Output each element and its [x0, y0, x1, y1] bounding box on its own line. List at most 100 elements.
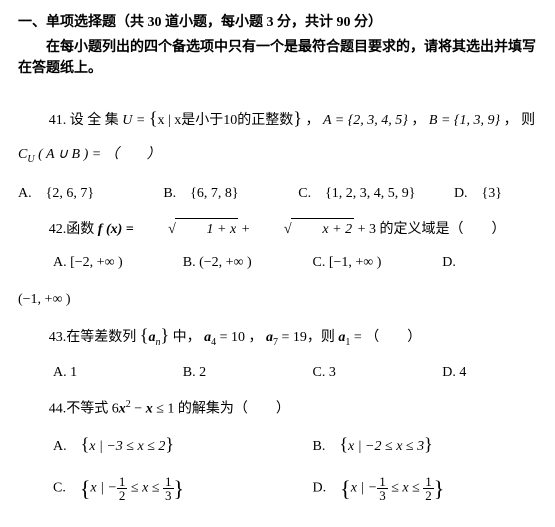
q43-opt-C: C. 3 [278, 358, 408, 387]
q41-C: C [18, 147, 27, 162]
q42-number: 42. [49, 222, 67, 237]
q42-opt-C: C. [−1, +∞ ) [278, 248, 408, 277]
num: 1 [423, 475, 434, 490]
body: x | −3 ≤ [89, 439, 137, 454]
q43-opt-B: B. 2 [148, 358, 278, 387]
q41-U: U = [122, 113, 149, 128]
a7v: a [266, 330, 273, 345]
brace-open: { [339, 434, 348, 454]
q44-options-row2: C. {x | −12 ≤ x ≤ 13} D. {x | −13 ≤ x ≤ … [18, 468, 537, 509]
q43-opt-A: A. 1 [18, 358, 148, 387]
q41-stem-line2: CU ( A ∪ B ) = （ ） [18, 144, 537, 167]
q43-opt-D: D. 4 [407, 358, 537, 387]
section-title: 一、单项选择题（共 30 道小题，每小题 3 分，共计 90 分） [18, 12, 537, 33]
q41-opt-D: D. {3} [454, 179, 537, 208]
body2: ≤ 3 [402, 439, 424, 454]
sep: ， [408, 113, 429, 128]
label: B. [313, 439, 340, 454]
den: 2 [117, 489, 128, 503]
section-instruction: 在每小题列出的四个备选项中只有一个是最符合题目要求的，请将其选出并填写在答题纸上… [18, 37, 537, 79]
sep: ， [302, 113, 323, 128]
brace-open: { [80, 476, 91, 501]
mid: − [131, 401, 146, 416]
q42-opt-A: A. [−2, +∞ ) [18, 248, 148, 277]
label: A. [53, 439, 81, 454]
brace-close: } [160, 325, 169, 345]
question-41: 41. 设 全 集 U = {x | x是小于10的正整数} ， A = {2,… [18, 105, 537, 132]
q43-options: A. 1 B. 2 C. 3 D. 4 [18, 358, 537, 387]
den: 3 [377, 489, 388, 503]
question-42: 42.函数 f (x) = 1 + x + x + 2 + 3 的定义域是（ ）… [18, 218, 537, 277]
q42-rad2: x + 2 [291, 218, 354, 240]
q42-after: + 3 的定义域是（ ） [354, 222, 505, 237]
brace-open: { [149, 108, 158, 128]
q41-Csub: U [27, 154, 34, 165]
den: 2 [423, 489, 434, 503]
a7eq: = 19，则 [278, 330, 338, 345]
pre: x | − [351, 481, 378, 496]
q42-stem: 42.函数 f (x) = 1 + x + x + 2 + 3 的定义域是（ ） [18, 218, 537, 240]
q41-opt-A: A. {2, 6, 7} [18, 179, 163, 208]
sqrt-icon: 1 + x [137, 218, 238, 240]
q42-pre: 函数 [66, 222, 98, 237]
q43-mid1: 中， [169, 330, 204, 345]
mid: ≤ [127, 481, 142, 496]
fraction-icon: 12 [423, 475, 434, 503]
num: 1 [117, 475, 128, 490]
q44-opt-D: D. {x | −13 ≤ x ≤ 12} [278, 468, 538, 509]
fraction-icon: 13 [377, 475, 388, 503]
q41-setbody: x | x是小于10的正整数 [158, 113, 294, 128]
brace-close: } [174, 476, 185, 501]
q41-stem-line1: 41. 设 全 集 U = {x | x是小于10的正整数} ， A = {2,… [18, 105, 537, 132]
body: x | −2 ≤ [348, 439, 396, 454]
question-43: 43.在等差数列 {an} 中， a4 = 10 ， a7 = 19，则 a1 … [18, 322, 537, 387]
question-44: 44.不等式 6x2 − x ≤ 1 的解集为（ ） A. {x | −3 ≤ … [18, 397, 537, 510]
xv2: x [146, 401, 153, 416]
sqrt-icon: x + 2 [253, 218, 354, 240]
q43-number: 43. [49, 330, 67, 345]
brace-open: { [340, 476, 351, 501]
q41-opt-B: B. {6, 7, 8} [163, 179, 298, 208]
a4eq: = 10 ， [216, 330, 266, 345]
pre: x | − [90, 481, 117, 496]
q43-pre: 在等差数列 [66, 330, 140, 345]
mid2: ≤ [148, 481, 163, 496]
q42-options: A. [−2, +∞ ) B. (−2, +∞ ) C. [−1, +∞ ) D… [18, 248, 537, 277]
plus: + [238, 222, 253, 237]
body2: ≤ 2 [144, 439, 166, 454]
q41-A: A = {2, 3, 4, 5} [323, 113, 408, 128]
a1eq: = （ ） [350, 330, 421, 345]
xv: x [119, 401, 126, 416]
q42-opt-B: B. (−2, +∞ ) [148, 248, 278, 277]
q42-f: f (x) = [98, 222, 137, 237]
q41-B: B = {1, 3, 9} [429, 113, 500, 128]
mid: ≤ [388, 481, 403, 496]
label: C. [53, 481, 80, 496]
label: D. [313, 481, 341, 496]
num: 1 [163, 475, 174, 490]
q41-number: 41. [49, 113, 67, 128]
brace-close: } [424, 434, 433, 454]
brace-close: } [434, 476, 445, 501]
q44-stem: 44.不等式 6x2 − x ≤ 1 的解集为（ ） [18, 397, 537, 420]
brace-close: } [293, 108, 302, 128]
q44-opt-C: C. {x | −12 ≤ x ≤ 13} [18, 468, 278, 509]
q44-opt-B: B. {x | −2 ≤ x ≤ 3} [278, 427, 538, 462]
q42-rad1: 1 + x [175, 218, 238, 240]
den: 3 [163, 489, 174, 503]
q44-post: ≤ 1 的解集为（ ） [153, 401, 290, 416]
q44-options-row1: A. {x | −3 ≤ x ≤ 2} B. {x | −2 ≤ x ≤ 3} [18, 427, 537, 462]
q43-stem: 43.在等差数列 {an} 中， a4 = 10 ， a7 = 19，则 a1 … [18, 322, 537, 350]
q44-number: 44. [49, 401, 67, 416]
brace-close: } [165, 434, 174, 454]
q42-opt-D: D. [407, 248, 537, 277]
q42-hanging-option: (−1, +∞ ) [18, 289, 537, 310]
q41-opt-C: C. {1, 2, 3, 4, 5, 9} [298, 179, 454, 208]
q41-tail: ， 则 [500, 113, 535, 128]
mid2: ≤ [409, 481, 424, 496]
q41-rest: ( A ∪ B ) = （ ） [35, 147, 161, 162]
q41-prefix: 设 全 集 [66, 113, 122, 128]
q41-options: A. {2, 6, 7} B. {6, 7, 8} C. {1, 2, 3, 4… [18, 179, 537, 208]
q44-opt-A: A. {x | −3 ≤ x ≤ 2} [18, 427, 278, 462]
fraction-icon: 13 [163, 475, 174, 503]
